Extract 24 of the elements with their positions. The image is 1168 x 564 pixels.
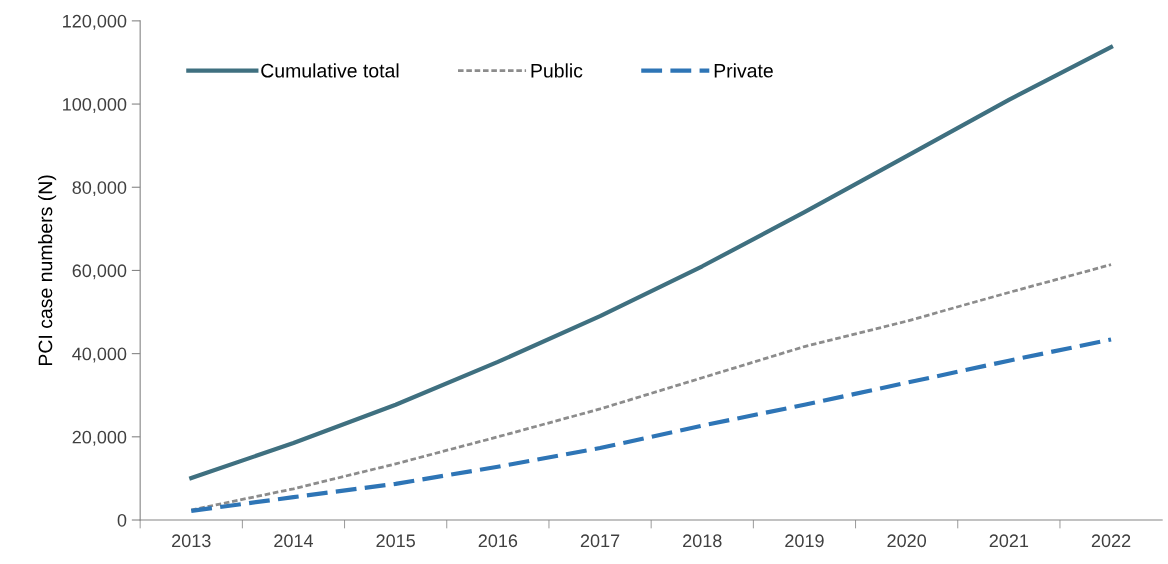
legend-label: Private	[714, 63, 773, 78]
x-tick-label: 2018	[683, 534, 722, 548]
x-tick-label: 2016	[478, 534, 518, 548]
x-tick-label: 2020	[887, 534, 927, 548]
y-tick-label: 100,000	[63, 97, 127, 113]
line-series	[189, 263, 1113, 512]
x-tick-label: 2022	[1091, 534, 1131, 548]
y-tick-label: 120,000	[63, 14, 127, 30]
x-tick-label: 2017	[580, 534, 620, 548]
line-series	[189, 44, 1114, 481]
y-tick-label: 20,000	[72, 430, 127, 446]
x-tick-label: 2014	[274, 534, 314, 548]
y-tick-label: 60,000	[72, 264, 127, 280]
legend-label: Cumulative total	[261, 63, 399, 78]
x-tick-label: 2013	[172, 534, 211, 548]
x-tick-label: 2015	[376, 534, 415, 548]
x-tick-label: 2021	[989, 534, 1029, 548]
y-tick-label: 40,000	[72, 347, 127, 363]
y-axis-title: PCI case numbers (N)	[38, 175, 57, 366]
x-tick-label: 2019	[785, 534, 824, 548]
legend-label: Public	[531, 63, 583, 78]
line-series	[189, 337, 1114, 513]
y-tick-label: 80,000	[72, 181, 127, 197]
y-tick-label: 0	[117, 513, 127, 527]
